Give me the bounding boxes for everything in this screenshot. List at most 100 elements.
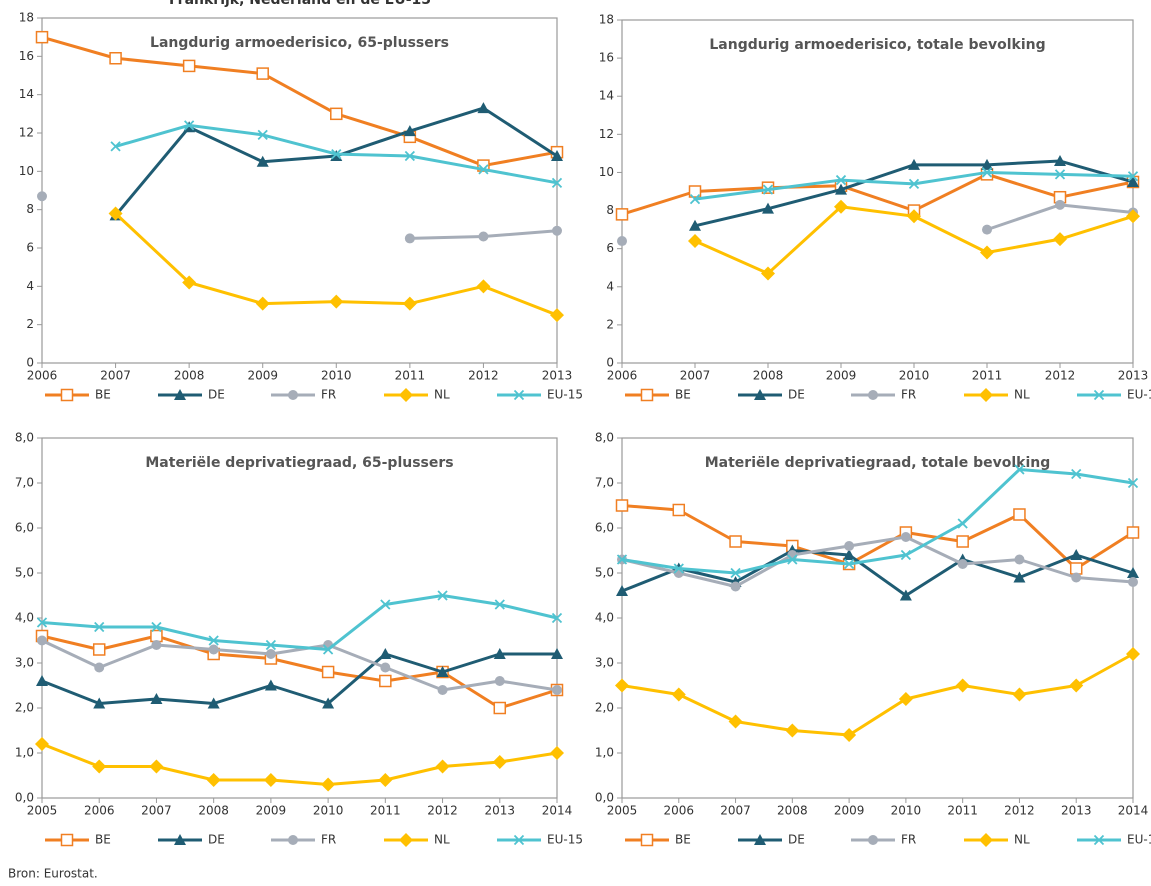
marker-circle [380, 662, 391, 673]
marker-circle [552, 685, 562, 695]
marker-diamond [898, 692, 913, 706]
marker-square [1126, 526, 1140, 539]
marker-x [494, 599, 505, 610]
marker-square [615, 208, 629, 221]
x-tick-label: 2011 [972, 369, 1003, 383]
y-tick-label: 0 [26, 356, 34, 370]
legend-label: BE [675, 833, 691, 847]
series-line [621, 535, 1134, 588]
series-line [41, 652, 557, 705]
y-tick-label: 5,0 [595, 566, 614, 580]
marker-x [110, 141, 121, 152]
x-tick-label: 2007 [720, 804, 751, 818]
marker-x [513, 834, 525, 846]
marker-diamond [329, 294, 344, 309]
marker-triangle [322, 697, 335, 709]
x-tick-label: 2014 [542, 804, 573, 818]
y-tick-label: 8,0 [595, 431, 614, 445]
marker-x [265, 639, 277, 651]
marker-diamond [834, 199, 848, 214]
chart-title: Langdurig armoederisico, totale bevolkin… [709, 37, 1045, 53]
marker-x [1054, 169, 1066, 180]
x-tick-label: 2010 [891, 804, 922, 818]
marker-x [730, 567, 741, 579]
marker-diamond [402, 296, 417, 311]
legend-label: DE [788, 833, 805, 847]
chart-title: Materiële deprivatiegraad, totale bevolk… [705, 455, 1051, 471]
marker-triangle [174, 389, 186, 400]
legend-label: EU-15 [547, 388, 583, 402]
marker-x [616, 554, 628, 565]
marker-diamond [476, 279, 491, 294]
x-tick-label: 2007 [100, 369, 131, 383]
legend-label: BE [95, 833, 111, 847]
marker-circle [288, 835, 298, 845]
x-tick-label: 2009 [834, 804, 865, 818]
marker-square [109, 52, 122, 65]
marker-triangle [36, 675, 48, 686]
marker-triangle [843, 549, 856, 560]
y-tick-label: 8 [606, 203, 614, 217]
marker-square [256, 67, 269, 80]
marker-triangle [436, 666, 449, 677]
x-tick-label: 2013 [542, 369, 573, 383]
marker-diamond [1069, 678, 1084, 693]
marker-circle [982, 224, 992, 235]
y-tick-label: 14 [599, 89, 614, 103]
marker-triangle [835, 183, 847, 195]
marker-x [787, 554, 798, 565]
marker-triangle [908, 158, 920, 170]
marker-square [1013, 508, 1026, 521]
series-line [41, 35, 558, 168]
x-tick-label: 2013 [485, 804, 516, 818]
marker-x [908, 178, 920, 190]
marker-triangle [207, 697, 220, 709]
marker-x [208, 635, 219, 646]
marker-x [151, 621, 162, 633]
marker-square [60, 388, 74, 402]
legend-label: DE [208, 833, 225, 847]
marker-circle [265, 649, 276, 659]
series-line [621, 652, 1134, 737]
marker-diamond [149, 759, 164, 774]
y-tick-label: 2 [606, 317, 614, 331]
y-tick-label: 3,0 [595, 656, 614, 670]
marker-x [1093, 389, 1105, 401]
marker-triangle [493, 648, 506, 659]
legend-label: NL [434, 833, 450, 847]
marker-circle [730, 581, 741, 592]
y-tick-label: 12 [19, 126, 34, 140]
y-tick-label: 4 [26, 279, 34, 293]
marker-diamond [980, 245, 994, 260]
y-tick-label: 4 [606, 279, 614, 293]
marker-x [1127, 477, 1139, 489]
marker-square [330, 107, 343, 121]
legend-label: BE [675, 388, 691, 402]
x-tick-label: 2012 [1045, 369, 1076, 383]
marker-diamond [263, 773, 278, 787]
marker-x [478, 164, 489, 175]
x-tick-label: 2013 [1118, 369, 1149, 383]
y-tick-label: 5,0 [15, 566, 34, 580]
y-tick-label: 6 [26, 241, 34, 255]
legend-label: DE [788, 388, 805, 402]
marker-triangle [754, 389, 766, 400]
marker-circle [844, 541, 855, 551]
x-tick-label: 2007 [141, 804, 172, 818]
marker-x [331, 148, 342, 160]
chart-title: Langdurig armoederisico, 65-plussers [150, 35, 449, 51]
x-tick-label: 2009 [826, 369, 857, 383]
legend-label: FR [901, 833, 916, 847]
series-line [621, 172, 1134, 216]
marker-diamond [1126, 647, 1140, 661]
x-tick-label: 2006 [664, 804, 695, 818]
marker-circle [1014, 554, 1025, 565]
marker-diamond [550, 308, 564, 323]
marker-x [843, 558, 855, 570]
marker-circle [1055, 199, 1065, 210]
marker-diamond [378, 773, 393, 787]
marker-square [640, 388, 654, 402]
marker-x [94, 621, 105, 633]
y-tick-label: 0 [606, 356, 614, 370]
marker-circle [1071, 572, 1082, 583]
